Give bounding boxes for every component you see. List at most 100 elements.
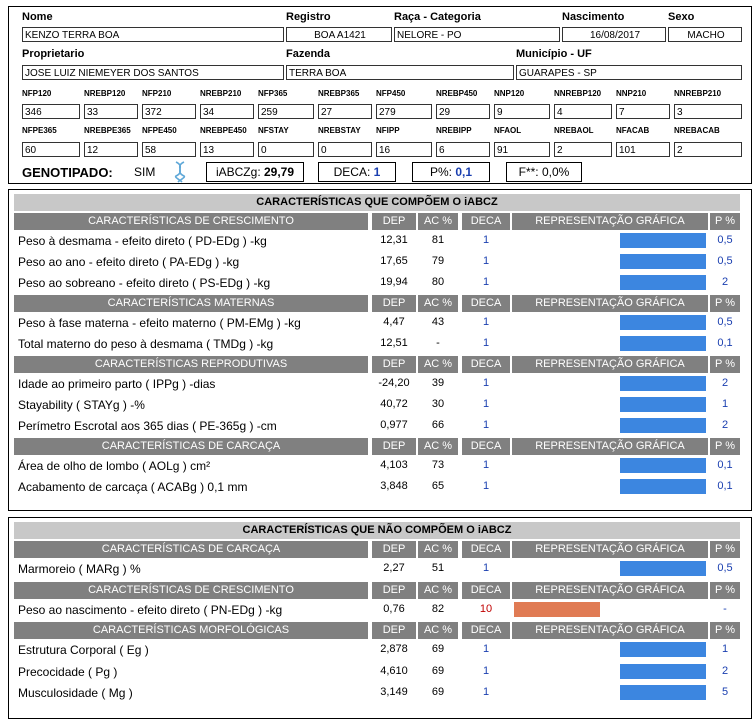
metric-label: NFIPP bbox=[376, 126, 400, 135]
sexo-label: Sexo bbox=[668, 11, 695, 23]
trait-ac: 30 bbox=[431, 398, 445, 410]
metric-value: 346 bbox=[22, 104, 80, 119]
section-title: CARACTERÍSTICAS QUE NÃO COMPÕEM O iABCZ bbox=[14, 522, 740, 539]
trait-p: 2 bbox=[721, 276, 729, 288]
metric-label: NFPE450 bbox=[142, 126, 177, 135]
metric-label: NFSTAY bbox=[258, 126, 289, 135]
trait-bar bbox=[620, 275, 706, 290]
trait-ac: 81 bbox=[431, 234, 445, 246]
trait-dep: -24,20 bbox=[378, 377, 410, 389]
trait-p: 1 bbox=[721, 643, 729, 655]
trait-p: 5 bbox=[721, 686, 729, 698]
col-header-ac: AC % bbox=[418, 356, 458, 373]
p-value: 0,1 bbox=[455, 165, 473, 179]
trait-bar bbox=[620, 397, 706, 412]
trait-label: Peso à desmama - efeito direto ( PD-EDg … bbox=[18, 234, 267, 248]
col-header-dep: DEP bbox=[372, 213, 416, 230]
trait-label: Musculosidade ( Mg ) bbox=[18, 686, 133, 700]
col-header-dep: DEP bbox=[372, 356, 416, 373]
trait-dep: 12,31 bbox=[380, 234, 408, 246]
col-header-deca: DECA bbox=[462, 581, 510, 599]
f-value: 0,0% bbox=[542, 165, 570, 179]
trait-bar bbox=[620, 336, 706, 351]
trait-p: 0,1 bbox=[717, 459, 733, 471]
col-header-ac: AC % bbox=[418, 438, 458, 455]
group-header: CARACTERÍSTICAS REPRODUTIVAS bbox=[14, 356, 368, 373]
deca-label: DECA: bbox=[333, 165, 371, 179]
metric-value: 2 bbox=[554, 142, 612, 157]
trait-label: Marmoreio ( MARg ) % bbox=[18, 562, 141, 576]
deca-box: DECA: 1 bbox=[318, 162, 396, 182]
trait-label: Stayability ( STAYg ) -% bbox=[18, 398, 145, 412]
trait-label: Acabamento de carcaça ( ACABg ) 0,1 mm bbox=[18, 480, 248, 494]
proprietario-field: JOSE LUIZ NIEMEYER DOS SANTOS bbox=[22, 65, 284, 80]
col-header-grafica: REPRESENTAÇÃO GRÁFICA bbox=[512, 438, 708, 455]
group-header: CARACTERÍSTICAS DE CRESCIMENTO bbox=[14, 213, 368, 230]
trait-deca: 1 bbox=[482, 255, 490, 267]
trait-p: - bbox=[723, 602, 727, 615]
metric-value: 101 bbox=[616, 142, 670, 157]
f-label: F**: bbox=[518, 165, 539, 179]
col-header-p: P % bbox=[710, 541, 740, 558]
metric-value: 372 bbox=[142, 104, 196, 119]
trait-deca: 1 bbox=[482, 377, 490, 389]
metric-label: NREBPE365 bbox=[84, 126, 131, 135]
col-header-dep: DEP bbox=[372, 541, 416, 558]
trait-deca: 1 bbox=[482, 459, 490, 471]
registro-field: BOA A1421 bbox=[286, 27, 392, 42]
trait-ac: 39 bbox=[431, 377, 445, 389]
trait-p: 2 bbox=[721, 419, 729, 431]
trait-bar bbox=[620, 254, 706, 269]
trait-ac: 82 bbox=[431, 602, 445, 615]
trait-p: 0,5 bbox=[717, 255, 733, 267]
trait-bar bbox=[620, 663, 706, 679]
section1-frame bbox=[8, 189, 752, 511]
metric-label: NFP210 bbox=[142, 89, 172, 98]
col-header-dep: DEP bbox=[372, 581, 416, 599]
trait-deca: 10 bbox=[479, 602, 493, 615]
metric-label: NREBIPP bbox=[436, 126, 472, 135]
p-box: P%: 0,1 bbox=[412, 162, 490, 182]
trait-deca: 1 bbox=[482, 316, 490, 328]
col-header-ac: AC % bbox=[418, 541, 458, 558]
col-header-p: P % bbox=[710, 438, 740, 455]
metric-label: NNREBP210 bbox=[674, 89, 722, 98]
metric-label: NNP210 bbox=[616, 89, 647, 98]
metric-label: NREBP210 bbox=[200, 89, 242, 98]
trait-dep: 4,103 bbox=[380, 459, 408, 471]
col-header-p: P % bbox=[710, 356, 740, 373]
trait-bar bbox=[620, 479, 706, 494]
trait-ac: 65 bbox=[431, 480, 445, 492]
trait-ac: 80 bbox=[431, 276, 445, 288]
metric-value: 7 bbox=[616, 104, 670, 119]
nome-label: Nome bbox=[22, 11, 53, 23]
trait-dep: 4,610 bbox=[380, 664, 408, 677]
trait-bar bbox=[620, 458, 706, 473]
trait-deca: 1 bbox=[482, 562, 490, 574]
trait-deca: 1 bbox=[482, 398, 490, 410]
col-header-ac: AC % bbox=[418, 295, 458, 312]
col-header-p: P % bbox=[710, 581, 740, 599]
metric-label: NREBP120 bbox=[84, 89, 126, 98]
metric-value: 4 bbox=[554, 104, 612, 119]
iabcz-value: 29,79 bbox=[264, 165, 295, 179]
metric-value: 12 bbox=[84, 142, 138, 157]
p-label: P%: bbox=[429, 165, 452, 179]
trait-dep: 2,878 bbox=[380, 643, 408, 655]
iabcz-box: iABCZg: 29,79 bbox=[206, 162, 304, 182]
metric-label: NNREBP120 bbox=[554, 89, 602, 98]
group-header: CARACTERÍSTICAS DE CARCAÇA bbox=[14, 438, 368, 455]
metric-label: NFP120 bbox=[22, 89, 52, 98]
trait-dep: 12,51 bbox=[380, 337, 408, 349]
trait-dep: 40,72 bbox=[380, 398, 408, 410]
metric-label: NFP365 bbox=[258, 89, 288, 98]
metric-value: 27 bbox=[318, 104, 372, 119]
municipio-label: Município - UF bbox=[516, 48, 592, 60]
col-header-grafica: REPRESENTAÇÃO GRÁFICA bbox=[512, 581, 708, 599]
trait-p: 0,1 bbox=[717, 337, 733, 349]
nome-field: KENZO TERRA BOA bbox=[22, 27, 284, 42]
trait-label: Total materno do peso à desmama ( TMDg )… bbox=[18, 337, 274, 351]
col-header-deca: DECA bbox=[462, 438, 510, 455]
col-header-p: P % bbox=[710, 622, 740, 639]
metric-value: 0 bbox=[318, 142, 372, 157]
